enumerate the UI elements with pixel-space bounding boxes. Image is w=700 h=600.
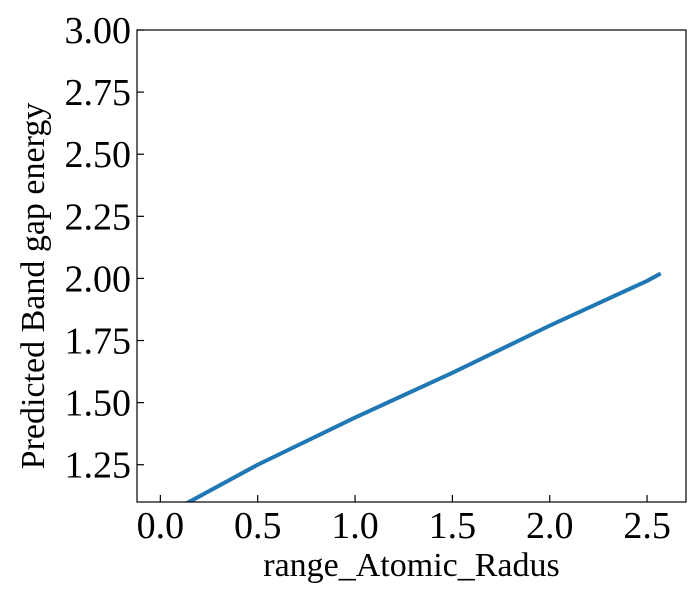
y-axis-label: Predicted Band gap energy bbox=[15, 103, 52, 470]
x-tick-label: 1.0 bbox=[331, 505, 379, 547]
y-tick-label: 2.50 bbox=[65, 134, 132, 176]
y-tick-label: 1.50 bbox=[65, 383, 132, 425]
x-tick-label: 2.5 bbox=[623, 505, 671, 547]
y-tick-label: 1.25 bbox=[65, 445, 132, 487]
plot-frame bbox=[136, 29, 687, 503]
y-tick-label: 1.75 bbox=[65, 321, 132, 363]
x-tick-label: 2.0 bbox=[526, 505, 574, 547]
x-axis-ticks: 0.0 0.5 1.0 1.5 2.0 2.5 bbox=[137, 495, 671, 547]
y-tick-label: 2.00 bbox=[65, 258, 132, 300]
series-line-0 bbox=[184, 271, 662, 502]
y-tick-label: 2.25 bbox=[65, 196, 132, 238]
x-axis-label: range_Atomic_Radus bbox=[263, 547, 560, 584]
x-tick-label: 1.5 bbox=[429, 505, 477, 547]
y-tick-label: 3.00 bbox=[65, 10, 132, 52]
y-axis-ticks: 1.25 1.50 1.75 2.00 2.25 2.50 2.75 3.00 bbox=[65, 10, 144, 487]
plot-content bbox=[184, 271, 662, 502]
x-tick-label: 0.0 bbox=[137, 505, 185, 547]
x-tick-label: 0.5 bbox=[234, 505, 282, 547]
y-tick-label: 2.75 bbox=[65, 72, 132, 114]
